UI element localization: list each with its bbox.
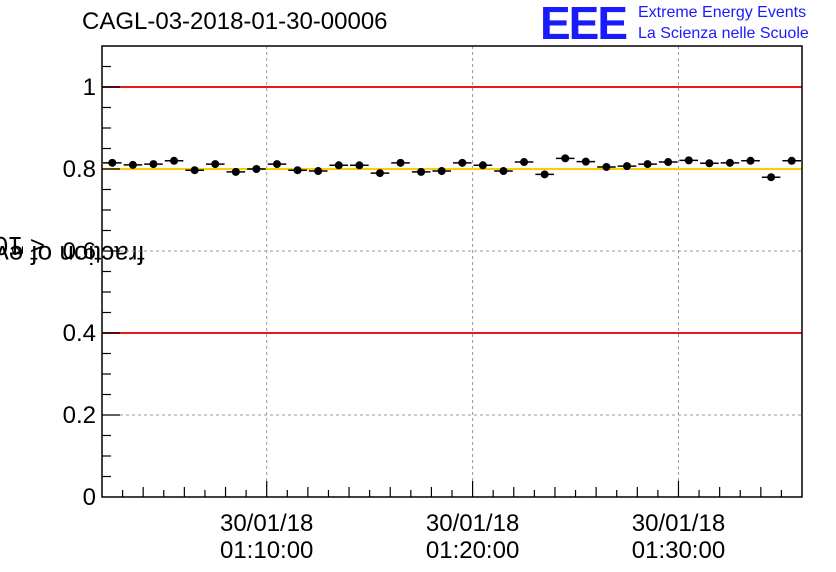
data-point-marker <box>623 162 631 171</box>
data-point-marker <box>355 161 364 170</box>
data-point-marker <box>334 161 343 170</box>
data-point <box>308 167 328 176</box>
data-point <box>144 160 163 169</box>
data-point <box>679 156 699 165</box>
data-point <box>617 162 637 171</box>
data-point <box>432 167 451 176</box>
data-point <box>597 162 616 171</box>
data-point-marker <box>211 160 220 169</box>
data-point-marker <box>108 158 117 167</box>
data-point-marker <box>499 167 508 176</box>
y-tick-label: 0.4 <box>63 320 96 347</box>
data-point-marker <box>437 167 446 176</box>
y-tick-label: 1 <box>83 74 96 101</box>
data-point <box>761 173 781 182</box>
data-point-marker <box>561 154 570 163</box>
data-point <box>185 166 204 175</box>
data-point-marker <box>190 166 199 175</box>
data-point-marker <box>293 166 302 175</box>
data-point-marker <box>170 156 179 165</box>
data-point-marker <box>767 173 776 182</box>
data-point <box>720 158 740 167</box>
x-tick-label-date: 30/01/18 <box>220 510 313 537</box>
data-point-marker <box>643 160 652 169</box>
data-point <box>164 156 184 165</box>
logo-text-line2: La Scienza nelle Scuole <box>638 25 809 42</box>
data-point <box>576 157 596 166</box>
x-tick-label-time: 01:10:00 <box>220 537 313 564</box>
data-point-marker <box>746 156 755 165</box>
data-point <box>658 158 678 167</box>
data-point-marker <box>375 169 384 178</box>
data-point <box>205 160 225 169</box>
data-point-marker <box>128 160 137 169</box>
data-point <box>329 161 349 170</box>
data-point <box>638 160 657 169</box>
data-point <box>370 169 390 178</box>
data-point <box>535 170 554 179</box>
data-point-marker <box>458 158 467 167</box>
data-point-marker <box>231 167 240 176</box>
y-tick-label: 0.2 <box>63 402 96 429</box>
data-point <box>288 166 307 175</box>
data-point-marker <box>684 156 693 165</box>
x-tick-label-time: 01:20:00 <box>426 537 519 564</box>
y-tick-label: 0 <box>83 484 96 511</box>
data-point <box>267 160 287 169</box>
data-point <box>514 158 534 167</box>
data-point <box>700 159 719 168</box>
x-tick-label-date: 30/01/18 <box>426 510 519 537</box>
data-point-marker <box>314 167 323 176</box>
data-point <box>741 156 760 165</box>
data-point-marker <box>417 167 426 176</box>
data-point <box>123 160 143 169</box>
data-point <box>473 161 493 170</box>
data-point <box>782 156 801 165</box>
data-point-marker <box>520 158 529 167</box>
data-point-marker <box>252 165 261 173</box>
data-point-marker <box>478 161 487 170</box>
x-tick-label-time: 01:30:00 <box>632 537 725 564</box>
eee-logo: EEE Extreme Energy Events La Scienza nel… <box>540 0 830 50</box>
data-point-marker <box>581 157 590 166</box>
data-point-marker <box>396 158 405 167</box>
data-point <box>391 158 410 167</box>
logo-mark: EEE <box>540 0 628 49</box>
data-point-marker <box>725 158 734 167</box>
data-point-marker <box>602 162 611 171</box>
x-tick-label-date: 30/01/18 <box>632 510 725 537</box>
data-point <box>453 158 472 167</box>
data-point <box>247 165 266 173</box>
plot-frame <box>101 45 803 498</box>
data-point-marker <box>273 160 281 169</box>
data-point <box>411 167 431 176</box>
data-point-marker <box>705 159 714 168</box>
data-point-marker <box>149 160 158 169</box>
data-point-marker <box>664 158 673 167</box>
logo-text-line1: Extreme Energy Events <box>638 4 807 21</box>
data-point-marker <box>540 170 549 179</box>
data-point-marker <box>787 156 796 165</box>
data-point <box>226 167 246 176</box>
data-point <box>103 158 122 167</box>
data-point <box>555 154 575 163</box>
y-tick-label: 0.6 <box>63 238 96 265</box>
data-point <box>350 161 369 170</box>
data-point <box>494 167 513 176</box>
chart-title: CAGL-03-2018-01-30-00006 <box>82 8 388 35</box>
y-tick-label: 0.8 <box>63 156 96 183</box>
